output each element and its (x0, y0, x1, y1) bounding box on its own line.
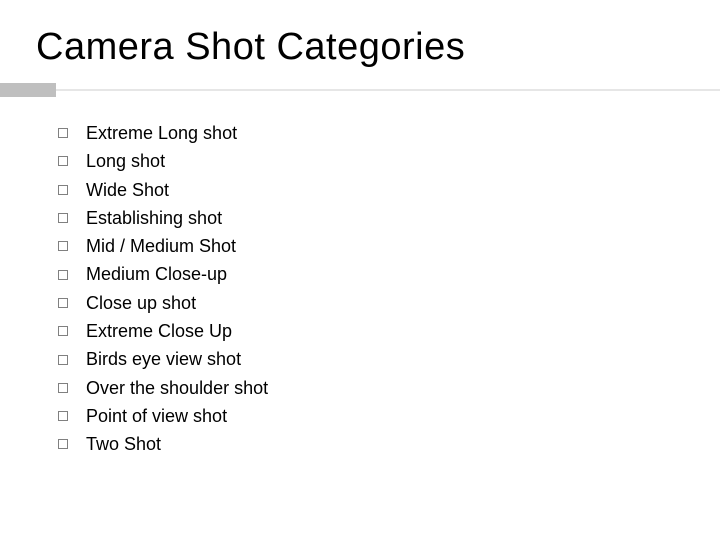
list-item: Wide Shot (58, 178, 684, 202)
list-item-text: Long shot (86, 149, 165, 173)
list-item: Birds eye view shot (58, 347, 684, 371)
list-item-text: Point of view shot (86, 404, 227, 428)
list-item: Close up shot (58, 291, 684, 315)
list-item-text: Establishing shot (86, 206, 222, 230)
square-bullet-icon (58, 185, 68, 195)
list-item: Extreme Close Up (58, 319, 684, 343)
bullet-list: Extreme Long shot Long shot Wide Shot Es… (58, 121, 684, 457)
list-item-text: Birds eye view shot (86, 347, 241, 371)
list-item: Establishing shot (58, 206, 684, 230)
square-bullet-icon (58, 213, 68, 223)
square-bullet-icon (58, 270, 68, 280)
list-item-text: Wide Shot (86, 178, 169, 202)
square-bullet-icon (58, 241, 68, 251)
slide-container: Camera Shot Categories Extreme Long shot… (0, 0, 720, 540)
square-bullet-icon (58, 128, 68, 138)
list-item-text: Extreme Close Up (86, 319, 232, 343)
list-item: Point of view shot (58, 404, 684, 428)
list-item: Mid / Medium Shot (58, 234, 684, 258)
square-bullet-icon (58, 298, 68, 308)
square-bullet-icon (58, 355, 68, 365)
list-item: Two Shot (58, 432, 684, 456)
square-bullet-icon (58, 383, 68, 393)
list-item: Over the shoulder shot (58, 376, 684, 400)
square-bullet-icon (58, 326, 68, 336)
divider-line (0, 89, 720, 91)
content-area: Extreme Long shot Long shot Wide Shot Es… (36, 121, 684, 457)
list-item: Medium Close-up (58, 262, 684, 286)
divider-region (36, 83, 684, 97)
list-item-text: Extreme Long shot (86, 121, 237, 145)
slide-title: Camera Shot Categories (36, 26, 684, 69)
square-bullet-icon (58, 156, 68, 166)
list-item-text: Close up shot (86, 291, 196, 315)
list-item-text: Two Shot (86, 432, 161, 456)
list-item-text: Mid / Medium Shot (86, 234, 236, 258)
list-item: Long shot (58, 149, 684, 173)
list-item-text: Over the shoulder shot (86, 376, 268, 400)
list-item: Extreme Long shot (58, 121, 684, 145)
list-item-text: Medium Close-up (86, 262, 227, 286)
square-bullet-icon (58, 411, 68, 421)
square-bullet-icon (58, 439, 68, 449)
accent-block (0, 83, 56, 97)
